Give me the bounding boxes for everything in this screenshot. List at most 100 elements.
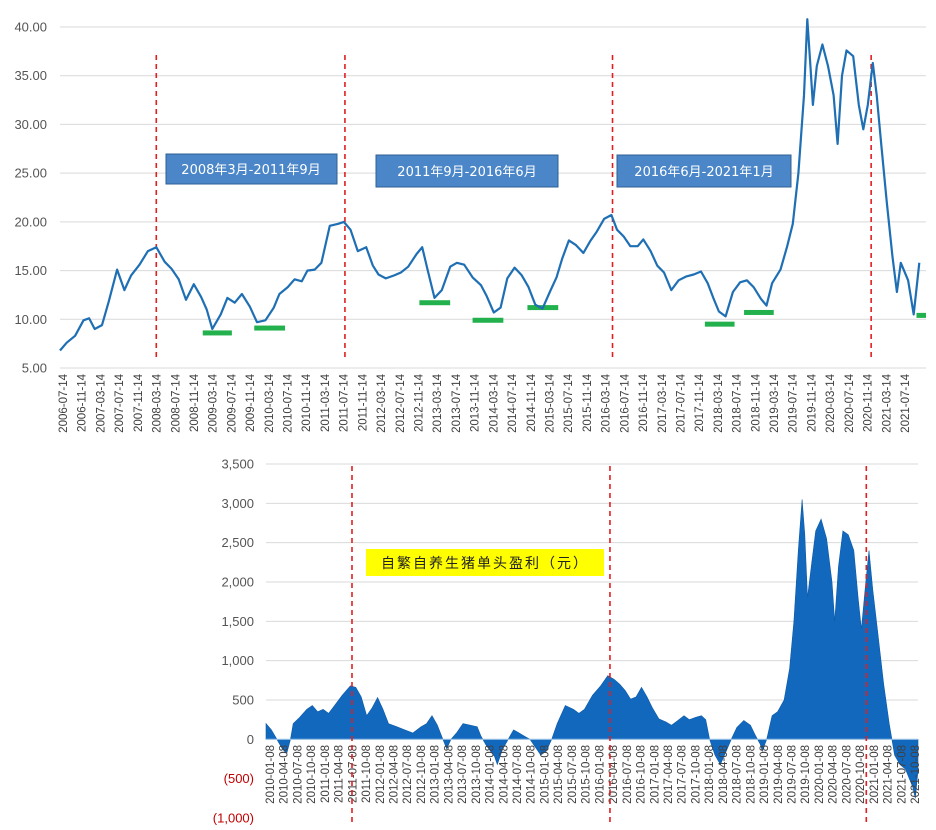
hog-price-x-tick: 2008-07-14 [170, 373, 182, 432]
hog-price-x-tick: 2020-07-14 [844, 373, 856, 432]
hog-price-x-tick: 2013-11-14 [470, 373, 482, 432]
hog-price-x-tick: 2011-07-14 [339, 373, 351, 432]
profit-x-tick: 2016-10-08 [636, 745, 648, 804]
profit-x-tick: 2011-01-08 [320, 745, 332, 803]
profit-x-tick: 2011-07-08 [347, 745, 359, 803]
profit-x-tick: 2012-07-08 [402, 745, 414, 804]
profit-x-tick: 2017-01-08 [649, 745, 661, 804]
profit-y-tick: (1,000) [213, 811, 254, 826]
profit-x-tick: 2013-01-08 [430, 745, 442, 804]
profit-y-tick: 500 [232, 693, 254, 708]
profit-x-tick: 2021-01-08 [869, 745, 881, 804]
profit-x-tick: 2021-10-08 [910, 745, 922, 804]
hog-price-x-tick: 2012-07-14 [395, 373, 407, 432]
profit-x-tick: 2018-01-08 [704, 745, 716, 804]
hog-price-x-tick: 2010-07-14 [283, 373, 295, 432]
hog-price-x-tick: 2021-03-14 [881, 373, 893, 432]
hog-price-x-tick: 2019-03-14 [769, 373, 781, 432]
hog-price-x-tick: 2011-11-14 [357, 373, 369, 431]
hog-price-y-tick: 20.00 [14, 214, 47, 229]
hog-price-y-tick: 40.00 [14, 20, 47, 35]
hog-price-x-tick: 2017-11-14 [694, 373, 706, 432]
hog-price-y-tick: 10.00 [14, 312, 47, 327]
cycle-label-2: 2011年9月-2016年6月 [375, 154, 559, 188]
hog-price-low-marker [254, 325, 286, 331]
profit-y-axis: (1,000) (500) 0 500 1,000 1,500 2,000 2,500 3,00… [213, 457, 254, 826]
hog-price-x-tick: 2012-11-14 [414, 373, 426, 432]
hog-price-low-marker [704, 321, 735, 327]
cycle-label-3-text: 2016年6月-2021年1月 [634, 165, 773, 180]
profit-x-tick: 2019-10-08 [800, 745, 812, 804]
hog-price-x-tick: 2006-07-14 [58, 373, 70, 432]
hog-price-x-tick: 2013-07-14 [451, 373, 463, 432]
profit-x-tick: 2017-07-08 [677, 745, 689, 804]
hog-price-y-tick: 5.00 [22, 361, 47, 376]
profit-cycle-boundaries [351, 466, 868, 824]
hog-price-low-marker [916, 312, 926, 318]
profit-x-tick: 2012-04-08 [389, 745, 401, 804]
profit-x-tick: 2014-01-08 [485, 745, 497, 804]
hog-price-x-tick: 2009-11-14 [245, 373, 257, 432]
profit-x-tick: 2010-04-08 [279, 745, 291, 804]
hog-price-y-tick: 25.00 [14, 166, 47, 181]
hog-price-x-tick: 2017-07-14 [675, 373, 687, 432]
hog-price-x-tick: 2015-11-14 [582, 373, 594, 432]
profit-x-tick: 2021-07-08 [896, 745, 908, 804]
hog-price-x-tick: 2019-07-14 [788, 373, 800, 432]
profit-x-tick: 2019-04-08 [773, 745, 785, 804]
profit-series-area [265, 499, 919, 799]
profit-x-tick: 2010-10-08 [306, 745, 318, 804]
profit-x-tick: 2010-01-08 [265, 745, 277, 804]
hog-price-x-tick: 2006-11-14 [77, 373, 89, 432]
profit-x-tick: 2015-04-08 [553, 745, 565, 804]
profit-legend-text: 自繁自养生猪单头盈利（元） [381, 556, 589, 572]
hog-price-x-tick: 2012-03-14 [376, 373, 388, 432]
profit-x-tick: 2012-01-08 [375, 745, 387, 804]
hog-price-cycle-boundaries [155, 55, 872, 358]
profit-x-tick: 2018-10-08 [745, 745, 757, 804]
hog-price-x-axis: 2006-07-14 2006-11-14 2007-03-14 2007-07-14… [58, 373, 912, 432]
profit-x-tick: 2018-04-08 [718, 745, 730, 804]
hog-price-y-tick: 30.00 [14, 117, 47, 132]
profit-x-tick: 2015-10-08 [581, 745, 593, 804]
profit-x-tick: 2012-10-08 [416, 745, 428, 804]
hog-price-low-marker [744, 309, 774, 315]
profit-x-tick: 2017-04-08 [663, 745, 675, 804]
profit-x-tick: 2017-10-08 [690, 745, 702, 804]
hog-price-x-tick: 2010-03-14 [264, 373, 276, 432]
profit-y-tick: 3,000 [221, 496, 254, 511]
profit-x-tick: 2019-07-08 [786, 745, 798, 804]
profit-x-tick: 2015-07-08 [567, 745, 579, 804]
profit-x-tick: 2016-01-08 [594, 745, 606, 804]
hog-price-x-tick: 2020-11-14 [863, 373, 875, 432]
profit-x-tick: 2014-04-08 [498, 745, 510, 804]
hog-price-low-markers [202, 300, 926, 336]
hog-price-series-line [59, 18, 921, 352]
profit-x-tick: 2019-01-08 [759, 745, 771, 804]
hog-price-x-tick: 2009-03-14 [208, 373, 220, 432]
hog-price-x-tick: 2014-03-14 [488, 373, 500, 432]
hog-price-x-tick: 2017-03-14 [657, 373, 669, 432]
profit-x-axis: 2010-01-08 2010-04-08 2010-07-08 2010-10-08… [265, 745, 922, 804]
profit-x-tick: 2014-07-08 [512, 745, 524, 804]
hog-price-x-tick: 2018-07-14 [732, 373, 744, 432]
hog-price-x-tick: 2013-03-14 [432, 373, 444, 432]
hog-price-x-tick: 2007-11-14 [133, 373, 145, 432]
profit-legend-label: 自繁自养生猪单头盈利（元） [366, 549, 604, 576]
cycle-label-1: 2008年3月-2011年9月 [165, 153, 338, 185]
profit-y-tick: 2,000 [221, 575, 254, 590]
profit-y-tick: 3,500 [221, 457, 254, 472]
hog-price-x-tick: 2016-07-14 [619, 373, 631, 432]
profit-x-tick: 2020-07-08 [841, 745, 853, 804]
profit-y-tick: (500) [224, 771, 254, 786]
hog-price-x-tick: 2016-03-14 [601, 373, 613, 432]
profit-x-tick: 2010-07-08 [292, 745, 304, 804]
hog-price-low-marker [472, 317, 504, 323]
hog-price-x-tick: 2009-07-14 [226, 373, 238, 432]
profit-y-tick: 2,500 [221, 535, 254, 550]
profit-x-tick: 2014-10-08 [526, 745, 538, 804]
profit-x-tick: 2020-10-08 [855, 745, 867, 804]
profit-x-tick: 2018-07-08 [732, 745, 744, 804]
hog-price-x-tick: 2010-11-14 [301, 373, 313, 432]
hog-price-x-tick: 2020-03-14 [825, 373, 837, 432]
